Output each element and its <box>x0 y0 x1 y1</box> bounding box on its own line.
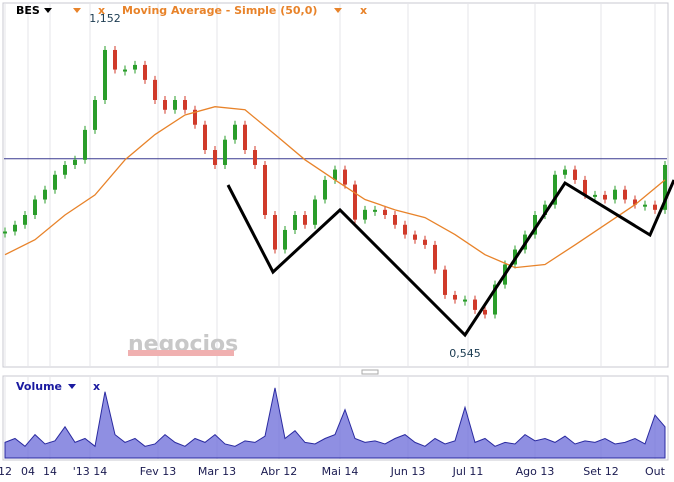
volume-title: Volume <box>16 380 62 393</box>
candle <box>293 214 297 230</box>
x-tick-label: '13 14 <box>73 465 108 478</box>
x-tick-label: Set 12 <box>583 465 619 478</box>
x-tick-label: Abr 12 <box>261 465 298 478</box>
annotation: 0,545 <box>449 347 481 360</box>
candle <box>13 224 17 232</box>
candle <box>203 124 207 151</box>
candle <box>593 194 597 197</box>
candle <box>53 174 57 190</box>
candle <box>93 99 97 130</box>
x-tick-label: 14 <box>43 465 57 478</box>
candle <box>213 150 217 165</box>
symbol[interactable]: BES <box>16 4 40 17</box>
candle <box>313 199 317 225</box>
candle <box>123 69 127 72</box>
candle <box>43 189 47 200</box>
candle <box>233 124 237 140</box>
x-tick-label: Mar 13 <box>198 465 236 478</box>
candle <box>423 239 427 245</box>
candle <box>73 159 77 165</box>
symbol-menu[interactable] <box>44 8 52 13</box>
indicator-label[interactable]: Moving Average - Simple (50,0) <box>122 4 317 17</box>
candle <box>633 199 637 205</box>
candle <box>303 214 307 225</box>
candle <box>173 99 177 110</box>
x-tick-label: Jul 11 <box>452 465 484 478</box>
candle <box>483 309 487 315</box>
volume-close[interactable]: x <box>93 380 100 393</box>
trend-pattern <box>226 179 674 338</box>
candle <box>3 231 7 234</box>
candle <box>553 174 557 205</box>
volume-menu[interactable] <box>68 384 76 389</box>
x-tick-label: Out <box>645 465 666 478</box>
candle <box>363 209 367 220</box>
candle <box>443 269 447 295</box>
candle <box>383 209 387 215</box>
candle <box>603 194 607 200</box>
candle <box>583 179 587 195</box>
candle <box>33 199 37 215</box>
candle <box>323 179 327 200</box>
candle <box>373 209 377 212</box>
candle <box>83 129 87 160</box>
candle <box>193 109 197 125</box>
indicator-close[interactable]: x <box>360 4 367 17</box>
indicator-menu[interactable] <box>334 8 342 13</box>
candle <box>493 284 497 315</box>
candle <box>533 214 537 235</box>
candle <box>23 214 27 225</box>
candle <box>543 204 547 215</box>
candle <box>63 164 67 175</box>
candle <box>273 214 277 250</box>
x-tick-label: Ago 13 <box>516 465 555 478</box>
candle <box>613 189 617 200</box>
x-tick-label: Mai 14 <box>322 465 359 478</box>
annotation: 1,152 <box>89 12 121 25</box>
indicator-menu-a[interactable] <box>73 8 81 13</box>
x-tick-label: Jun 13 <box>390 465 426 478</box>
watermark-bar <box>128 350 234 356</box>
candle <box>433 244 437 270</box>
candle <box>463 299 467 302</box>
candle <box>243 124 247 151</box>
candle <box>133 64 137 70</box>
candle <box>183 99 187 110</box>
candle <box>573 169 577 180</box>
candle <box>103 49 107 100</box>
candle <box>453 294 457 300</box>
resize-handle[interactable] <box>361 369 379 375</box>
candle <box>163 99 167 110</box>
x-tick-label: 04 <box>21 465 35 478</box>
candle <box>473 299 477 310</box>
candle <box>403 224 407 235</box>
x-tick-label: 12 <box>0 465 12 478</box>
indicator-close-a[interactable]: x <box>98 4 105 17</box>
candle <box>143 64 147 80</box>
candle <box>223 139 227 165</box>
candle <box>653 204 657 210</box>
candle <box>343 169 347 185</box>
x-tick-label: Fev 13 <box>140 465 177 478</box>
candle <box>353 184 357 220</box>
moving-average-line <box>4 106 666 269</box>
candle <box>253 150 257 165</box>
candle <box>643 204 647 207</box>
candle <box>333 169 337 180</box>
candle <box>113 49 117 70</box>
candle <box>393 214 397 225</box>
volume-area <box>4 387 666 459</box>
candle <box>263 164 267 215</box>
candle <box>623 189 627 200</box>
candle <box>413 234 417 240</box>
candle <box>563 169 567 175</box>
candle <box>663 164 667 210</box>
candle <box>283 229 287 250</box>
candle <box>153 79 157 100</box>
